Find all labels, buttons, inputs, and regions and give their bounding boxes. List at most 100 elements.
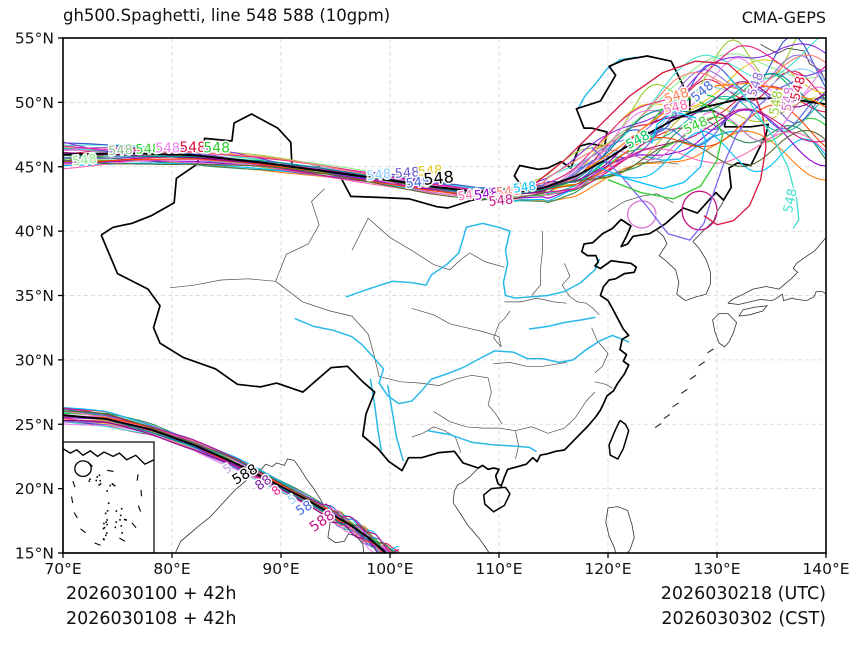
ensemble-member-588 [63,407,399,553]
inset-island-dot [106,490,109,492]
ensemble-outlier [727,76,800,229]
inset-island-dot [103,526,106,529]
inset-island-dot [105,532,108,534]
foreign-coast [607,506,635,553]
inset-island-dot [109,484,111,487]
inset-island-dot [96,476,99,478]
river [387,384,404,462]
foreign-coast [727,237,826,304]
inset-island-dot [115,521,117,523]
inset-island-dot [107,502,110,504]
province-boundary [531,231,543,296]
inset-dash-line [71,496,74,503]
valid-time-utc: 2026030218 (UTC) [660,584,826,604]
inset-island-dot [121,532,123,534]
contour-label: 548 [135,142,160,158]
foreign-coast [738,305,769,317]
inset-dash-line [94,542,101,546]
province-boundary [493,310,511,348]
valid-time-block: 2026030218 (UTC) 2026030302 (CST) [661,582,826,632]
inset-island-dot [95,479,98,482]
ensemble-outlier [607,95,724,200]
contour-label: 548 [417,163,443,179]
contour-label: 548 [155,142,180,157]
province-boundary [169,278,276,289]
y-tick-label: 15°N [15,545,54,563]
island-coast [482,486,511,513]
inset-island-dot [88,480,91,482]
province-boundary [487,377,503,425]
ryukyu-island-dash [698,361,706,367]
inset-island-dot [114,526,117,529]
grid [63,38,826,553]
inset-island-dot [99,479,101,482]
province-boundary [433,411,516,432]
inset-dash-line [87,461,93,467]
inset-island-dot [89,478,91,480]
inset-island-dot [99,483,102,485]
province-boundary [561,263,600,316]
province-boundary [275,281,380,377]
inset-dash-line [80,528,86,534]
contour-label: 548 [767,90,786,117]
init-time-block: 2026030100 + 42h 2026030108 + 42h [66,582,237,632]
inset-island-dot [125,519,127,521]
foreign-coast [605,507,616,553]
river [369,378,383,451]
foreign-coast [655,201,724,302]
contour-label: 548 [780,86,798,113]
ryukyu-island-dash [672,402,679,408]
contour-label: 548 [495,183,521,201]
x-tick-label: 110°E [475,560,522,578]
inset-dash-line [140,489,143,497]
ensemble-member-588 [63,410,395,553]
river [427,429,537,453]
contour-label: 548 [71,152,97,170]
inset-dash-line [107,469,114,472]
contour-label: 548 [512,179,537,196]
x-tick-label: 80°E [153,560,190,578]
province-boundary [515,391,596,434]
river [645,129,749,162]
valid-time-cst: 2026030302 (CST) [661,609,826,629]
province-boundary [351,217,505,271]
inset-island-dot [111,483,114,485]
ryukyu-island-dash [707,348,714,354]
inset-island-dot [120,525,123,527]
inset-island-dot [106,510,109,512]
ensemble-member-548 [63,129,826,200]
inset-island-dot [98,474,101,477]
contour-label: 548 [179,140,206,156]
inset-dash-line [137,505,142,512]
province-boundary [275,188,325,282]
control-member-548 [63,96,826,195]
contour-label: 548 [108,143,134,159]
ensemble-member-548 [63,73,826,196]
inset-island-dot [103,522,105,525]
china-boundary [100,55,770,487]
contour-label: 548 [394,165,420,182]
y-tick-label: 45°N [15,158,54,176]
inset-dash-line [131,522,137,529]
ensemble-member-588 [63,410,394,553]
inset-island-dot [105,521,108,523]
init-time-line2: 2026030108 + 42h [66,609,237,629]
inset-island-dot [119,519,121,521]
ensemble-loop [681,190,718,231]
ensemble-outlier [585,82,826,170]
y-tick-label: 35°N [15,287,54,305]
y-tick-label: 30°N [15,351,54,369]
x-tick-label: 120°E [584,560,631,578]
foreign-coast [452,467,490,553]
river [294,317,630,405]
province-boundary [515,430,519,460]
province-boundary [594,381,613,389]
contour-label: 548 [457,186,482,203]
ensemble-member-588 [63,423,378,553]
inset-dash-line [72,480,76,488]
y-tick-label: 40°N [15,223,54,241]
control-member-588 [63,414,388,553]
island-coast [608,419,630,461]
